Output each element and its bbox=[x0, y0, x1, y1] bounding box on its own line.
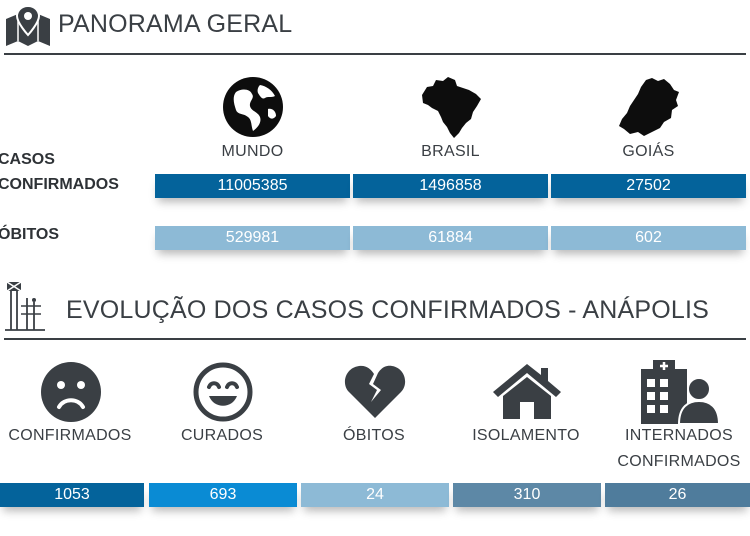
internados-value: 26 bbox=[605, 483, 750, 507]
deaths-brasil-value: 61884 bbox=[353, 226, 548, 250]
category-label-obitos: ÓBITOS bbox=[343, 427, 405, 444]
isolamento-value: 310 bbox=[453, 483, 601, 507]
category-label-isolamento: ISOLAMENTO bbox=[472, 427, 580, 444]
curados-value: 693 bbox=[149, 483, 297, 507]
category-label-curados: CURADOS bbox=[180, 427, 264, 444]
category-label-confirmados: CONFIRMADOS bbox=[8, 427, 132, 444]
globe-icon bbox=[222, 76, 284, 138]
smiley-face-icon bbox=[192, 361, 254, 423]
goias-map-icon bbox=[616, 76, 682, 138]
evolucao-title: EVOLUÇÃO DOS CASOS CONFIRMADOS - ANÁPOLI… bbox=[66, 296, 710, 324]
confirmados-value: 1053 bbox=[0, 483, 144, 507]
confirmed-mundo-value: 11005385 bbox=[155, 174, 350, 198]
city-monument-icon bbox=[5, 280, 45, 332]
confirmed-goias-value: 27502 bbox=[551, 174, 746, 198]
deaths-mundo-value: 529981 bbox=[155, 226, 350, 250]
obitos-value: 24 bbox=[301, 483, 449, 507]
broken-heart-icon bbox=[343, 362, 407, 420]
map-pin-icon bbox=[4, 5, 52, 47]
evolucao-divider bbox=[4, 338, 746, 340]
region-label-goias: GOIÁS bbox=[622, 143, 675, 160]
deaths-row-label: ÓBITOS bbox=[0, 226, 60, 243]
region-label-brasil: BRASIL bbox=[421, 143, 480, 160]
confirmed-row-label: CASOS CONFIRMADOS bbox=[0, 151, 119, 193]
house-icon bbox=[490, 362, 564, 420]
region-label-mundo: MUNDO bbox=[221, 143, 284, 160]
brazil-map-icon bbox=[419, 75, 483, 140]
hospital-patient-icon bbox=[639, 359, 719, 425]
category-label-internados: INTERNADOS CONFIRMADOS bbox=[617, 427, 741, 470]
panorama-title: PANORAMA GERAL bbox=[58, 10, 293, 38]
panorama-divider bbox=[4, 53, 746, 55]
sad-face-icon bbox=[40, 361, 102, 423]
deaths-goias-value: 602 bbox=[551, 226, 746, 250]
confirmed-brasil-value: 1496858 bbox=[353, 174, 548, 198]
